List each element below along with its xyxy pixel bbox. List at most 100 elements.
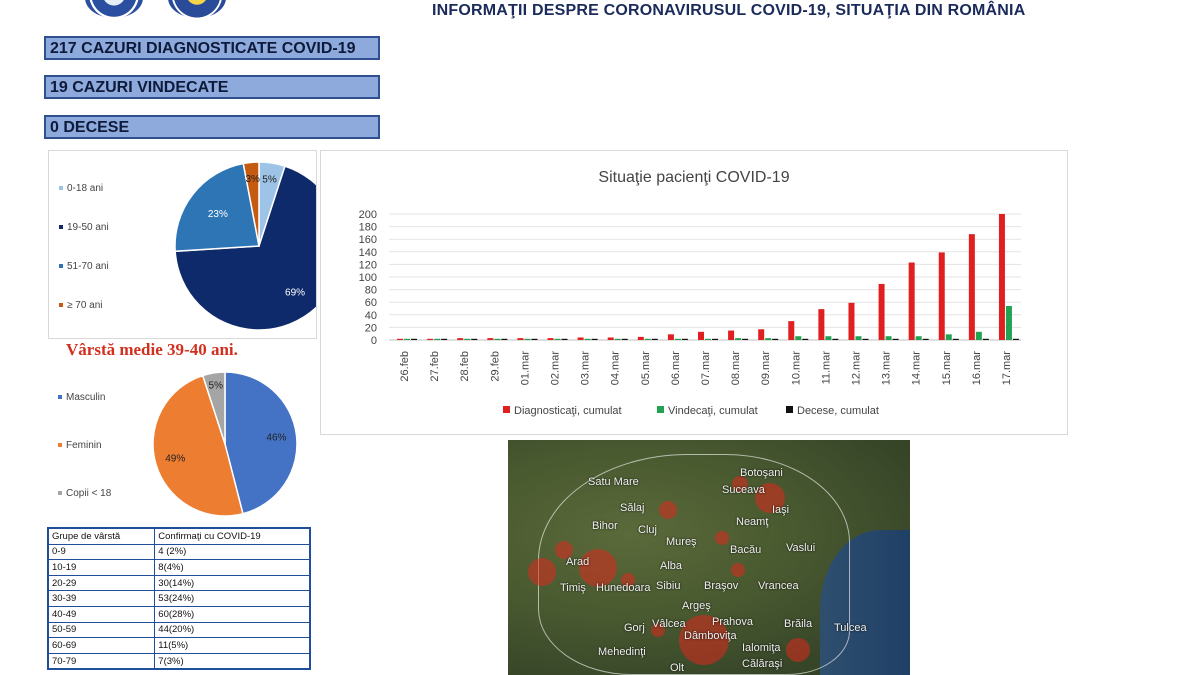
table-cell: 60(28%)	[154, 605, 311, 623]
patients-bar-chart-panel: Situaţie pacienţi COVID-19 0 20 40 60 80 100 12…	[320, 150, 1068, 435]
region-label: Olt	[670, 662, 685, 674]
pie-value-label: 23%	[208, 209, 228, 220]
x-tick-label: 01.mar	[519, 351, 531, 386]
y-tick-label: 200	[359, 209, 377, 221]
legend-swatch	[58, 443, 62, 448]
pie-value-label: 46%	[266, 433, 286, 444]
region-label: Gorj	[624, 622, 645, 634]
bar	[591, 338, 598, 340]
bar	[975, 331, 982, 340]
region-label: Hunedoara	[596, 582, 651, 594]
x-tick-label: 29.feb	[489, 351, 501, 382]
table-cell: 30-39	[47, 590, 156, 607]
region-label: Tulcea	[834, 622, 867, 634]
bar	[501, 338, 508, 340]
region-label: Sălaj	[620, 502, 645, 514]
region-label: Botoşani	[740, 467, 783, 479]
bar	[758, 329, 765, 340]
case-hotspot	[579, 549, 617, 587]
stat-deaths: 0 DECESE	[44, 115, 380, 139]
bar	[1005, 305, 1012, 340]
bar	[968, 234, 975, 340]
bar	[735, 338, 742, 340]
table-cell: 0-9	[47, 543, 156, 561]
region-label: Prahova	[712, 616, 753, 628]
pie-value-label: 49%	[165, 453, 185, 464]
pie-value-label: 5%	[262, 175, 277, 186]
legend-label: 0-18 ani	[67, 183, 104, 194]
legend-entry: Copii < 18	[58, 488, 111, 499]
case-hotspot	[651, 623, 665, 637]
age-pie-panel: 0-18 ani 19-50 ani 51-70 ani ≥ 70 ani 5% 69%…	[48, 150, 317, 339]
pie-slice	[152, 374, 244, 517]
region-label: Brăila	[784, 618, 813, 630]
region-label: Bacău	[730, 544, 762, 556]
bar	[434, 338, 441, 340]
legend-swatch	[59, 264, 63, 269]
bar	[644, 338, 651, 340]
bar	[802, 338, 809, 340]
table-cell: 60-69	[47, 637, 156, 654]
bar	[772, 338, 779, 340]
x-tick-label: 04.mar	[610, 351, 622, 386]
table-header: Grupe de vârstă	[47, 527, 156, 545]
legend-label: 19-50 ani	[67, 222, 109, 233]
bar	[915, 336, 922, 340]
bar	[712, 338, 718, 340]
table-row: 0-9 4 (2%)	[47, 543, 311, 561]
bar	[464, 338, 471, 340]
region-label: Alba	[660, 560, 683, 572]
legend-swatch	[59, 225, 63, 230]
pie-value-label: 3%	[245, 174, 260, 185]
bar	[855, 336, 862, 340]
bar	[457, 338, 464, 340]
bar	[795, 336, 802, 340]
legend-entry: 51-70 ani	[59, 261, 109, 272]
case-hotspot	[659, 501, 677, 519]
pie-slice	[174, 165, 316, 331]
table-cell: 30(14%)	[154, 574, 311, 592]
bar	[862, 338, 869, 340]
bar	[705, 338, 711, 340]
region-label: Vâlcea	[652, 618, 686, 630]
patients-bar-chart: Situaţie pacienţi COVID-1902040608010012…	[359, 169, 1021, 417]
bar	[487, 338, 494, 340]
x-tick-label: 15.mar	[941, 351, 953, 386]
x-tick-label: 16.mar	[971, 351, 983, 386]
bar	[1012, 338, 1019, 340]
bar	[698, 331, 704, 340]
region-label: Vaslui	[786, 542, 816, 554]
table-cell: 44(20%)	[154, 621, 311, 639]
legend-swatch	[657, 406, 664, 413]
case-hotspot	[715, 531, 729, 545]
pie-slice	[242, 161, 260, 247]
x-tick-label: 11.mar	[820, 351, 832, 385]
bar	[848, 302, 855, 340]
region-label: Arad	[566, 556, 590, 568]
bar	[554, 338, 561, 340]
region-label: Sibiu	[656, 580, 681, 592]
table-cell: 8(4%)	[154, 559, 311, 576]
bar	[945, 334, 952, 340]
age-group-table: Grupe de vârstă Confirmaţi cu COVID-19 0…	[47, 527, 311, 671]
stat-diagnosed: 217 CAZURI DIAGNOSTICATE COVID-19	[44, 36, 380, 60]
x-tick-label: 13.mar	[881, 351, 893, 386]
chart-title: Situaţie pacienţi COVID-19	[598, 169, 789, 186]
bar	[982, 338, 989, 340]
bar	[674, 338, 681, 340]
y-tick-label: 120	[359, 259, 377, 271]
table-row: 10-19 8(4%)	[47, 559, 311, 576]
legend-entry: 19-50 ani	[59, 222, 109, 233]
x-tick-label: 07.mar	[700, 351, 712, 386]
x-tick-label: 10.mar	[790, 351, 802, 386]
x-tick-label: 27.feb	[429, 351, 441, 382]
legend-label: ≥ 70 ani	[67, 300, 103, 311]
region-label: Vrancea	[758, 580, 799, 592]
bar	[577, 337, 584, 340]
table-row: 60-69 11(5%)	[47, 637, 311, 654]
y-tick-label: 160	[359, 234, 377, 246]
legend-label: Vindecaţi, cumulat	[668, 405, 758, 417]
ministry-logo	[85, 0, 143, 18]
region-label: Mehedinţi	[598, 646, 646, 658]
legend-swatch	[786, 406, 793, 413]
